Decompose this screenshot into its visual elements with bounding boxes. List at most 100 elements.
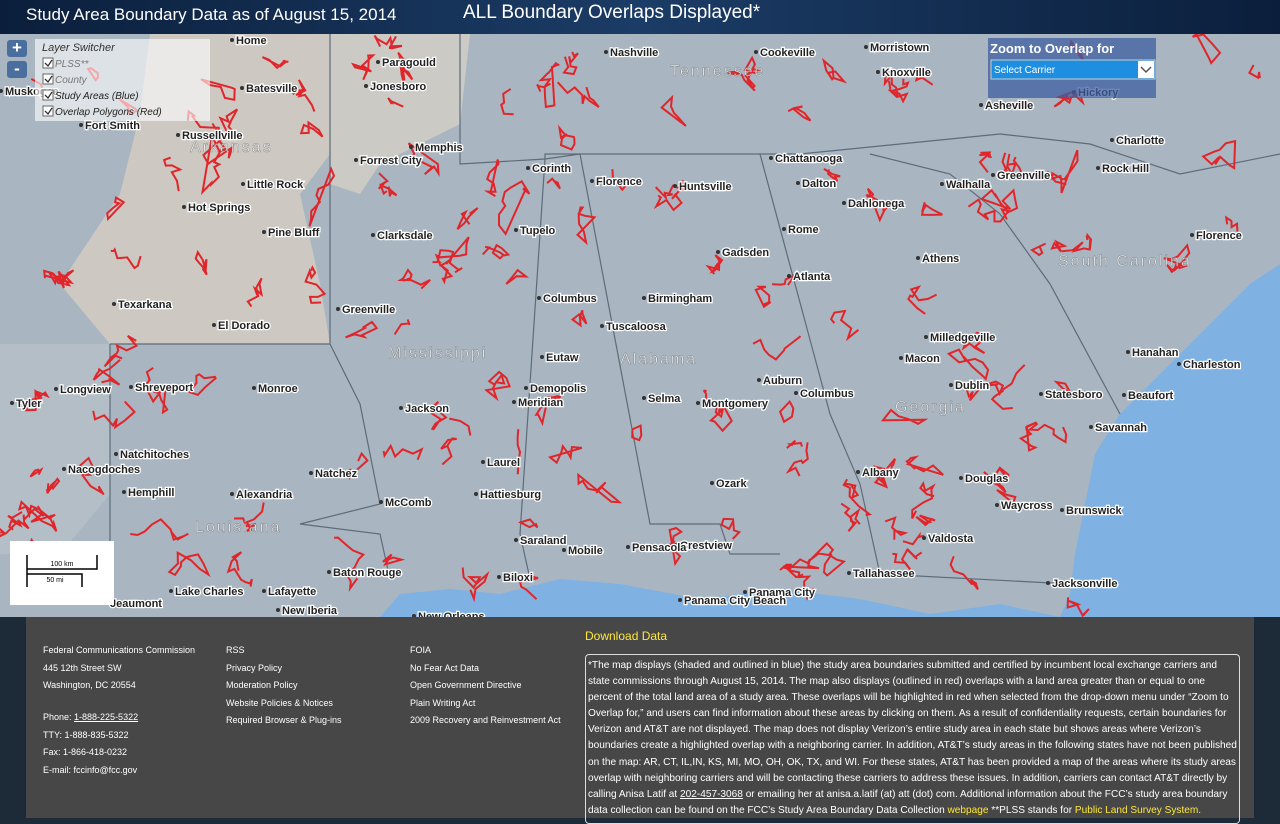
overlap-outline	[461, 567, 490, 603]
footer-link[interactable]: Privacy Policy	[226, 662, 283, 673]
overlap-outline	[167, 550, 211, 578]
overlap-outline	[1051, 149, 1079, 194]
city-label: Columbus	[543, 293, 597, 305]
city-dot	[604, 50, 608, 54]
carrier-select-label[interactable]: Select Carrier	[994, 65, 1056, 76]
city-label: Hattiesburg	[480, 489, 541, 501]
state-label: Louisiana	[195, 519, 282, 536]
city-label: Walhalla	[946, 179, 991, 191]
select-arrow-box[interactable]	[1138, 61, 1154, 78]
overlap-outline	[557, 124, 576, 151]
footer-link[interactable]: Website Policies & Notices	[226, 697, 333, 708]
layer-label[interactable]: Study Areas (Blue)	[55, 91, 139, 102]
overlap-outline	[752, 335, 802, 361]
overlap-outline	[536, 82, 551, 93]
overlap-outline	[110, 247, 142, 270]
footer-link[interactable]: Open Government Directive	[410, 680, 522, 690]
layer-label[interactable]: Overlap Polygons (Red)	[55, 107, 162, 118]
header-subtitle: ALL Boundary Overlaps Displayed*	[463, 2, 761, 23]
overlap-outline	[708, 400, 733, 433]
layer-label[interactable]: PLSS**	[55, 59, 89, 70]
overlap-outline	[379, 183, 398, 197]
city-label: Charleston	[1183, 359, 1241, 371]
footer-link[interactable]: Plain Writing Act	[410, 697, 476, 708]
scale-km: 100 km	[51, 561, 74, 568]
plss-area	[60, 34, 330, 344]
zoom-in-button[interactable]	[7, 40, 27, 57]
layer-checkbox[interactable]	[42, 57, 54, 69]
description-link[interactable]: Public Land Survey System.	[1074, 804, 1202, 816]
overlap-outline	[1050, 239, 1068, 253]
footer-link[interactable]: No Fear Act Data	[410, 662, 480, 673]
overlap-outline	[787, 105, 812, 122]
layer-check[interactable]	[44, 91, 53, 100]
state-label: Tennessee	[670, 63, 765, 80]
city-dot	[1096, 166, 1100, 170]
city-dot	[696, 401, 700, 405]
layer-check[interactable]	[44, 59, 53, 68]
description-link[interactable]: webpage	[947, 804, 989, 816]
city-label: Russellville	[182, 130, 243, 142]
overlap-outline	[1026, 422, 1068, 444]
city-dot	[122, 490, 126, 494]
description-link[interactable]: 202-457-3068	[680, 788, 743, 800]
footer-link[interactable]: Moderation Policy	[226, 680, 298, 690]
layer-checkbox[interactable]	[42, 105, 54, 117]
overlap-outline	[1053, 380, 1074, 396]
carrier-select[interactable]	[990, 59, 1156, 80]
city-label: Dahlonega	[848, 198, 905, 210]
layer-check[interactable]	[44, 107, 53, 116]
overlap-outline	[743, 55, 761, 90]
overlap-outline	[308, 166, 336, 227]
overlap-outline	[1192, 34, 1222, 65]
overlap-outline	[873, 458, 896, 489]
overlap-outline	[498, 180, 531, 236]
footer-link[interactable]: Required Browser & Plug-ins	[226, 715, 342, 725]
city-label: Statesboro	[1045, 389, 1103, 401]
layer-checkbox[interactable]	[42, 89, 54, 101]
zoom-in-label[interactable]: +	[12, 38, 22, 57]
download-data-link[interactable]: Download Data	[585, 629, 668, 643]
overlap-outline	[393, 319, 411, 336]
zoom-out-label[interactable]: -	[14, 59, 20, 78]
city-label: Dalton	[802, 178, 837, 190]
city-dot	[10, 401, 14, 405]
overlap-outline	[92, 400, 136, 430]
footer-link[interactable]: 2009 Recovery and Reinvestment Act	[410, 715, 561, 725]
city-label: Rock Hill	[1102, 163, 1149, 175]
overlap-outline	[786, 439, 803, 449]
overlap-outline	[77, 456, 105, 496]
layer-checkbox[interactable]	[42, 73, 54, 85]
city-label: Gadsden	[722, 247, 769, 259]
city-dot	[782, 227, 786, 231]
overlap-outline	[397, 51, 414, 84]
footer-link[interactable]: FOIA	[410, 645, 432, 655]
layer-label[interactable]: County	[55, 75, 88, 86]
overlap-outline	[829, 309, 860, 342]
overlap-outline	[373, 35, 403, 50]
city-dot	[916, 256, 920, 260]
overlap-outline	[382, 553, 406, 566]
city-label: Asheville	[985, 100, 1033, 112]
overlap-outline	[0, 511, 23, 538]
city-label: Auburn	[763, 375, 802, 387]
layer-check[interactable]	[44, 75, 53, 84]
city-label: Knoxville	[882, 67, 931, 79]
footer-link[interactable]: RSS	[226, 645, 245, 655]
overlap-outline	[202, 137, 235, 166]
city-label: Montgomery	[702, 398, 769, 410]
city-dot	[114, 452, 118, 456]
overlap-outline	[456, 207, 479, 230]
city-dot	[112, 302, 116, 306]
contact-phone[interactable]: 1-888-225-5322	[74, 712, 139, 722]
city-dot	[757, 378, 761, 382]
overlap-outline	[538, 61, 561, 109]
city-label: Columbus	[800, 388, 854, 400]
city-dot	[673, 184, 677, 188]
city-label: Florence	[596, 176, 642, 188]
select-arrow[interactable]	[1140, 66, 1152, 74]
zoom-out-button[interactable]	[7, 61, 27, 78]
city-dot	[129, 385, 133, 389]
city-dot	[754, 50, 758, 54]
city-label: Nacogdoches	[68, 464, 140, 476]
